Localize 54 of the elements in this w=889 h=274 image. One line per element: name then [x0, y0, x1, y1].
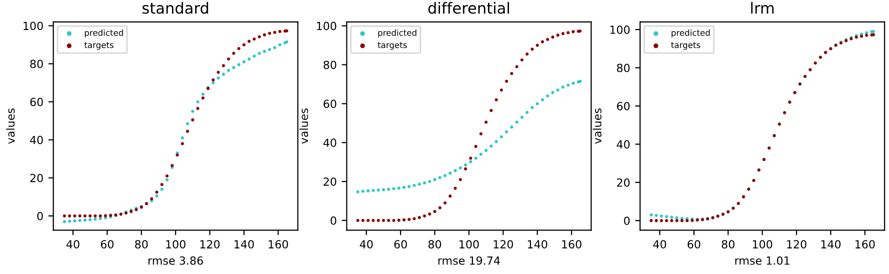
y-tick-label: 80: [30, 60, 43, 68]
x-tick-label: 60: [100, 240, 114, 248]
y-tick-label: 60: [30, 98, 43, 106]
chart-title: standard: [142, 2, 208, 14]
x-tick-label: 160: [562, 240, 582, 248]
y-tick-label: 40: [323, 138, 336, 147]
y-tick-label: 80: [324, 60, 336, 70]
x-tick-label: 60: [688, 240, 700, 248]
y-tick-label: 60: [324, 100, 336, 108]
x-tick-label: 120: [200, 240, 220, 248]
y-tick-label: 60: [616, 102, 630, 110]
chart-title: lrm: [751, 2, 774, 14]
x-axis-title: rmse 19.74: [438, 256, 500, 265]
x-tick-label: 120: [494, 240, 514, 248]
y-axis-title: values: [299, 108, 308, 144]
x-tick-label: 100: [460, 240, 479, 248]
legend-label: targets: [671, 42, 700, 50]
x-tick-label: 160: [268, 240, 288, 248]
chart-title: differential: [428, 2, 509, 14]
x-tick-label: 140: [234, 240, 254, 248]
legend-label: predicted: [672, 29, 710, 38]
y-tick-label: 20: [324, 177, 336, 186]
x-tick-label: 140: [528, 240, 548, 248]
legend-label: predicted: [378, 29, 416, 38]
x-tick-label: 40: [653, 240, 666, 248]
y-tick-label: 0: [330, 216, 336, 225]
y-axis-title: values: [592, 108, 602, 144]
legend-label: targets: [84, 42, 114, 50]
x-tick-label: 100: [752, 240, 772, 248]
y-axis-title: values: [6, 108, 15, 144]
x-tick-label: 80: [135, 240, 148, 248]
x-axis-title: rmse 1.01: [735, 256, 790, 265]
x-tick-label: 80: [428, 240, 442, 248]
legend-label: targets: [378, 42, 407, 50]
y-tick-label: 100: [610, 26, 630, 34]
x-tick-label: 160: [856, 240, 875, 248]
y-tick-label: 40: [30, 136, 43, 144]
y-tick-label: 20: [30, 174, 43, 182]
y-tick-label: 100: [317, 22, 336, 30]
y-tick-label: 0: [37, 212, 43, 220]
y-tick-label: 0: [624, 216, 630, 225]
y-tick-label: 40: [616, 140, 630, 149]
x-axis-title: rmse 3.86: [148, 256, 203, 265]
x-tick-label: 140: [821, 240, 841, 248]
x-tick-label: 40: [360, 240, 373, 248]
x-tick-label: 80: [722, 240, 734, 248]
x-tick-label: 40: [66, 240, 80, 248]
x-tick-label: 120: [787, 240, 806, 248]
y-tick-label: 20: [617, 178, 630, 187]
legend-label: predicted: [84, 29, 123, 38]
y-tick-label: 80: [616, 64, 630, 72]
y-tick-label: 100: [24, 22, 43, 30]
x-tick-label: 100: [166, 240, 186, 248]
x-tick-label: 60: [394, 240, 407, 248]
